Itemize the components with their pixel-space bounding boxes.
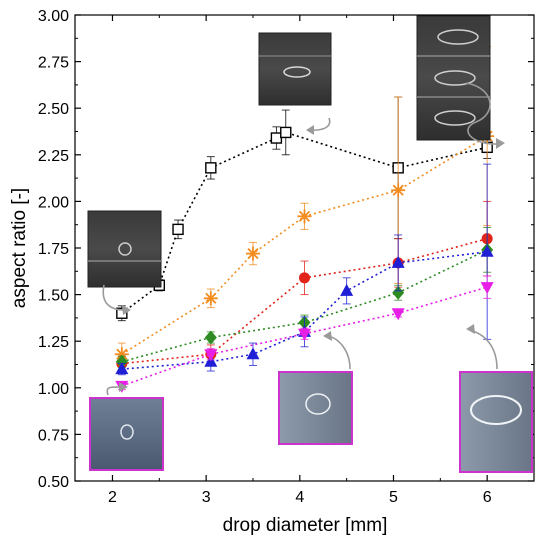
drop-shape [283,66,311,78]
data-point-asterisk [245,246,260,261]
data-point-asterisk [391,183,406,198]
drop-shape [470,395,522,425]
inset-photos [87,15,533,473]
inset-frame [459,371,533,473]
inset-photo-triple-drop [416,15,491,141]
arrowhead [466,324,475,334]
data-point-circle [299,272,310,284]
data-point-triangle-down [391,308,405,321]
y-axis-label: aspect ratio [-] [9,188,30,308]
drop-shape [437,29,479,45]
data-point-square [116,307,128,319]
data-point-asterisk [297,209,312,224]
drop-shape [305,393,331,415]
y-tick-label: 0.50 [38,474,69,491]
data-point-triangle-up [115,362,129,375]
data-point-triangle-up [391,255,405,268]
x-tick-label: 6 [483,489,492,506]
series-diamond [115,227,494,369]
series-line [121,249,488,363]
data-point-triangle-down [480,282,494,295]
y-tick-label: 1.75 [38,241,69,258]
inset-photo-small-drop [87,210,162,288]
inset-frame [278,371,353,445]
y-tick-label: 2.25 [38,148,69,165]
data-point-triangle-up [480,244,494,257]
x-tick-label: 5 [389,489,398,506]
y-tick-label: 2.75 [38,55,69,72]
connector-arrow [326,335,351,370]
data-point-diamond [204,330,217,345]
asterisk-stroke [116,348,128,360]
y-tick-label: 0.75 [38,427,69,444]
data-point-diamond [115,354,128,369]
inset-frame [258,32,332,106]
asterisk-stroke [247,248,259,260]
y-tick-label: 1.50 [38,288,69,305]
data-point-triangle-down [204,349,218,362]
x-tick-label: 4 [295,489,304,506]
data-point-triangle-up [246,347,260,360]
series-line [121,131,488,314]
data-point-square [205,162,217,174]
asterisk-stroke [298,210,311,222]
x-tick-label: 2 [108,489,117,506]
inset-photo-flat-drop [258,32,332,106]
drop-shape [434,110,476,126]
x-tick-label: 3 [202,489,211,506]
connector-arrow [465,82,501,145]
inset-frame [87,210,162,288]
inset-photo-medium-drop-magenta [278,371,353,445]
drop-shape [434,70,476,86]
drop-shape [120,424,134,440]
y-tick-label: 2.50 [38,101,69,118]
x-axis-label: drop diameter [mm] [223,515,388,536]
arrowhead [122,305,131,315]
drop-shape [118,242,132,256]
connector-arrowheads [119,125,505,392]
inset-frame [89,397,164,471]
inset-photo-small-drop-magenta [89,397,164,471]
arrowhead [496,138,505,149]
connector-arrow [469,329,498,370]
asterisk-stroke [205,292,217,304]
data-point-square [280,126,292,139]
data-point-triangle-up [340,283,354,296]
arrowhead [323,331,332,341]
data-point-triangle-down [298,328,311,341]
inset-photo-large-drop-magenta [459,371,533,473]
y-tick-label: 1.00 [38,381,69,398]
y-axis: 0.50 0.75 1.00 1.25 1.50 1.75 2.00 2.25 2.50 2.75… [38,8,534,491]
asterisk-stroke [392,184,404,196]
y-tick-label: 2.00 [38,194,69,211]
y-tick-label: 1.25 [38,334,69,351]
data-point-diamond [392,285,405,300]
data-point-asterisk [203,291,218,306]
arrowhead [306,125,314,135]
data-point-square [172,223,184,236]
y-tick-label: 3.00 [38,8,69,25]
data-point-square [270,132,283,144]
arrowhead [119,382,128,392]
series-triangle-down [115,275,494,393]
